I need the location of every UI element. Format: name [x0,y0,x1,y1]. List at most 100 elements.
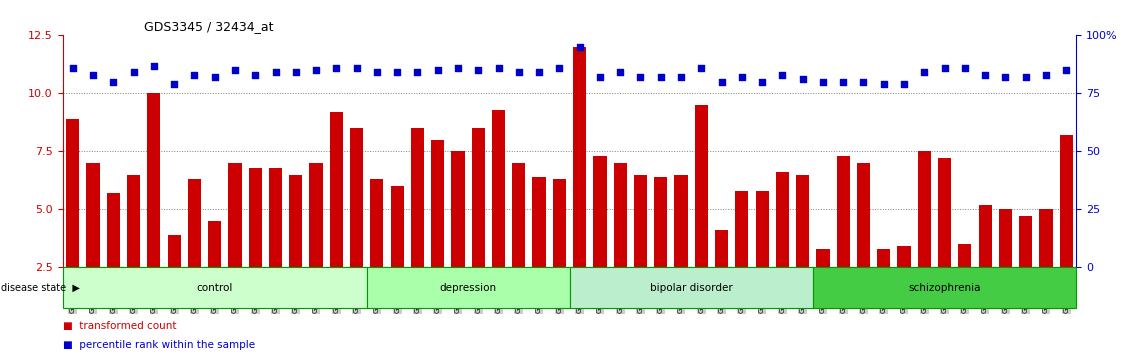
Bar [593,156,606,267]
Bar [451,152,465,267]
Bar [1019,216,1032,267]
Text: ■  percentile rank within the sample: ■ percentile rank within the sample [63,341,255,350]
Bar [999,209,1011,267]
Bar [978,205,992,267]
Bar [66,119,80,267]
Text: bipolar disorder: bipolar disorder [649,282,732,293]
Point [246,72,264,78]
Bar [208,221,221,267]
Bar [391,186,403,267]
Point [145,63,163,68]
Point [753,79,771,85]
Bar [167,235,181,267]
Bar [289,175,302,267]
Point [84,72,103,78]
Bar [939,158,951,267]
Point [591,74,609,80]
Bar [229,163,241,267]
Bar [837,156,850,267]
Bar [1040,209,1052,267]
Point [693,65,711,71]
Bar [715,230,728,267]
Bar [350,128,363,267]
Bar [552,179,566,267]
Point [226,67,244,73]
Point [306,67,326,73]
Bar [513,163,525,267]
Point [165,81,183,87]
Point [875,81,893,87]
Point [530,70,548,75]
Bar [857,163,870,267]
Point [388,70,407,75]
Point [773,72,792,78]
Bar [411,128,424,267]
Point [509,70,527,75]
Bar [472,128,485,267]
Point [267,70,285,75]
Bar [776,172,789,267]
Point [631,74,649,80]
Point [794,76,812,82]
Point [732,74,751,80]
Point [64,65,82,71]
FancyBboxPatch shape [570,267,813,308]
Point [956,65,974,71]
Point [368,70,386,75]
Bar [330,112,343,267]
Point [105,79,123,85]
Point [997,74,1015,80]
Point [976,72,994,78]
Point [834,79,852,85]
Point [469,67,487,73]
Bar [147,93,161,267]
Text: GDS3345 / 32434_at: GDS3345 / 32434_at [144,20,273,33]
Point [327,65,345,71]
Point [895,81,913,87]
Bar [492,110,505,267]
Bar [432,140,444,267]
Text: disease state  ▶: disease state ▶ [1,282,80,293]
Bar [614,163,626,267]
Bar [918,152,931,267]
FancyBboxPatch shape [367,267,570,308]
Point [1057,67,1075,73]
Bar [87,163,99,267]
FancyBboxPatch shape [813,267,1076,308]
Bar [533,177,546,267]
Text: control: control [197,282,232,293]
Text: depression: depression [440,282,497,293]
Point [287,70,305,75]
Point [813,79,831,85]
Bar [310,163,322,267]
Bar [898,246,910,267]
Bar [736,191,748,267]
Bar [248,167,262,267]
Point [854,79,872,85]
Point [205,74,223,80]
Bar [1059,135,1073,267]
Bar [370,179,384,267]
Bar [634,175,647,267]
Point [916,70,934,75]
Point [428,67,446,73]
Point [449,65,467,71]
Point [1036,72,1055,78]
Bar [188,179,200,267]
Bar [755,191,769,267]
Text: ■  transformed count: ■ transformed count [63,321,177,331]
Bar [654,177,667,267]
Bar [877,249,891,267]
Point [186,72,204,78]
Bar [695,105,707,267]
Point [490,65,508,71]
Bar [796,175,809,267]
Point [672,74,690,80]
Point [612,70,630,75]
Point [124,70,142,75]
Point [571,44,589,50]
Point [935,65,953,71]
Point [409,70,427,75]
Bar [573,47,587,267]
Point [713,79,731,85]
